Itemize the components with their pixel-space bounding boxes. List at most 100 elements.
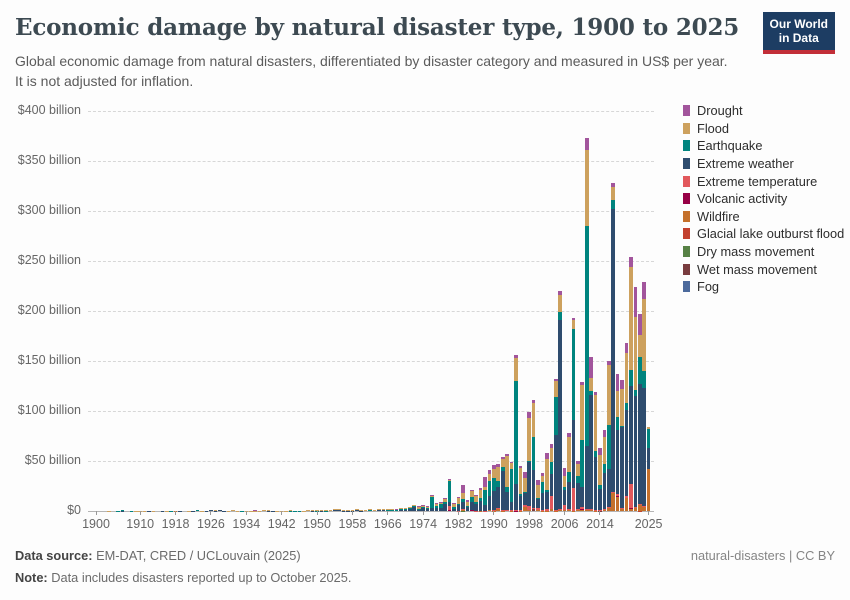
bar-2021-ew[interactable] xyxy=(629,385,633,484)
bar-1995-et[interactable] xyxy=(514,510,518,511)
bar-1972-eq[interactable] xyxy=(412,506,417,508)
bar-2012-wf[interactable] xyxy=(589,510,593,511)
bar-2011-fl[interactable] xyxy=(584,150,589,227)
bar-1978-ew[interactable] xyxy=(439,508,443,511)
bar-2006-fl[interactable] xyxy=(562,476,567,487)
bar-2018-fl[interactable] xyxy=(615,391,620,418)
bar-2013-ew[interactable] xyxy=(593,456,598,510)
bar-2011-et[interactable] xyxy=(584,509,589,510)
bar-1990-fl[interactable] xyxy=(492,468,496,478)
bar-1999-eq[interactable] xyxy=(531,437,536,471)
bar-2000-wf[interactable] xyxy=(536,509,540,511)
bar-2021-eq[interactable] xyxy=(629,369,633,386)
bar-1994-fl[interactable] xyxy=(509,463,514,469)
bar-2012-ew[interactable] xyxy=(589,395,593,510)
bar-1998-et[interactable] xyxy=(527,506,532,510)
bar-1926-ew[interactable] xyxy=(209,510,213,511)
bar-2018-et[interactable] xyxy=(615,494,620,497)
bar-1991-va[interactable] xyxy=(496,508,501,509)
bar-2021-et[interactable] xyxy=(629,483,633,508)
bar-2003-wf[interactable] xyxy=(549,509,554,511)
bar-2011-wf[interactable] xyxy=(584,509,589,511)
bar-1968-fl[interactable] xyxy=(394,509,399,510)
bar-1984-eq[interactable] xyxy=(465,506,470,507)
bar-2006-eq[interactable] xyxy=(562,486,567,490)
bar-1983-eq[interactable] xyxy=(461,499,465,502)
bar-1964-eq[interactable] xyxy=(377,509,381,511)
bar-2010-wf[interactable] xyxy=(580,509,585,511)
bar-1954-fl[interactable] xyxy=(332,509,337,511)
bar-1991-wf[interactable] xyxy=(496,508,501,511)
bar-1979-ew[interactable] xyxy=(443,504,448,511)
bar-1993-ew[interactable] xyxy=(505,491,509,511)
legend-item-et[interactable]: Extreme temperature xyxy=(683,172,844,190)
bar-1998-fl[interactable] xyxy=(527,418,532,461)
bar-1968-ew[interactable] xyxy=(394,510,399,511)
bar-2014-ew[interactable] xyxy=(598,488,602,510)
bar-2016-et[interactable] xyxy=(607,507,611,508)
bar-2024-eq[interactable] xyxy=(642,370,646,388)
bar-1990-dr[interactable] xyxy=(492,464,496,469)
bar-2006-et[interactable] xyxy=(562,505,567,510)
bar-2024-fl[interactable] xyxy=(642,298,646,371)
bar-1981-ew[interactable] xyxy=(452,508,456,511)
bar-2004-et[interactable] xyxy=(553,510,558,511)
bar-1980-eq[interactable] xyxy=(447,481,452,502)
bar-2015-eq[interactable] xyxy=(602,463,607,474)
bar-1985-va[interactable] xyxy=(469,510,474,511)
bar-1977-fl[interactable] xyxy=(434,504,439,507)
bar-2013-wf[interactable] xyxy=(593,510,598,511)
bar-2003-ew[interactable] xyxy=(549,473,554,496)
bar-2020-dr[interactable] xyxy=(624,342,629,353)
bar-1986-dr[interactable] xyxy=(474,494,478,497)
bar-1976-ew[interactable] xyxy=(430,508,434,511)
bar-1990-wf[interactable] xyxy=(492,510,496,511)
bar-2005-et[interactable] xyxy=(558,509,562,511)
bar-1956-ew[interactable] xyxy=(341,510,346,511)
bar-1962-ew[interactable] xyxy=(368,510,372,511)
bar-2007-dr[interactable] xyxy=(567,433,571,437)
bar-1978-fl[interactable] xyxy=(439,502,443,505)
bar-1977-eq[interactable] xyxy=(434,506,439,508)
bar-1939-eq[interactable] xyxy=(266,510,271,511)
bar-1967-ew[interactable] xyxy=(390,510,394,511)
bar-1981-fl[interactable] xyxy=(452,504,456,508)
bar-2022-ew[interactable] xyxy=(633,396,638,507)
bar-1993-fl[interactable] xyxy=(505,456,509,487)
bar-2020-ew[interactable] xyxy=(624,410,629,497)
bar-2024-wf[interactable] xyxy=(642,506,646,511)
bar-1975-fl[interactable] xyxy=(425,506,430,509)
bar-1948-eq[interactable] xyxy=(306,510,310,511)
bar-1923-eq[interactable] xyxy=(195,510,200,511)
bar-1996-dr[interactable] xyxy=(518,466,523,469)
bar-2016-fl[interactable] xyxy=(607,364,611,425)
bar-2025-fl[interactable] xyxy=(646,427,651,430)
bar-1980-dr[interactable] xyxy=(447,478,452,480)
bar-2020-fl[interactable] xyxy=(624,352,629,404)
bar-2009-dr[interactable] xyxy=(576,460,580,464)
bar-2009-et[interactable] xyxy=(576,508,580,510)
bar-2001-et[interactable] xyxy=(540,509,545,511)
bar-1991-fl[interactable] xyxy=(496,466,501,482)
bar-1990-ew[interactable] xyxy=(492,491,496,510)
bar-1971-ew[interactable] xyxy=(408,509,412,511)
bar-1992-ew[interactable] xyxy=(500,471,505,510)
bar-1931-fl[interactable] xyxy=(231,509,235,511)
bar-1985-fl[interactable] xyxy=(469,490,474,497)
bar-1973-fl[interactable] xyxy=(416,506,421,510)
bar-2018-va[interactable] xyxy=(615,496,620,497)
bar-2021-wf[interactable] xyxy=(629,509,633,511)
bar-1983-dr[interactable] xyxy=(461,484,465,493)
bar-2016-dr[interactable] xyxy=(607,360,611,365)
bar-1981-eq[interactable] xyxy=(452,507,456,509)
bar-1999-et[interactable] xyxy=(531,508,536,510)
bar-2019-eq[interactable] xyxy=(620,426,624,428)
bar-1988-fl[interactable] xyxy=(483,486,487,490)
bar-1995-ew[interactable] xyxy=(514,484,518,511)
bar-2023-fl[interactable] xyxy=(637,335,642,357)
bar-2010-fl[interactable] xyxy=(580,385,585,441)
bar-2021-va[interactable] xyxy=(629,507,633,509)
legend-item-ew[interactable]: Extreme weather xyxy=(683,155,844,173)
bar-2005-eq[interactable] xyxy=(558,311,562,320)
bar-1967-fl[interactable] xyxy=(390,509,394,511)
